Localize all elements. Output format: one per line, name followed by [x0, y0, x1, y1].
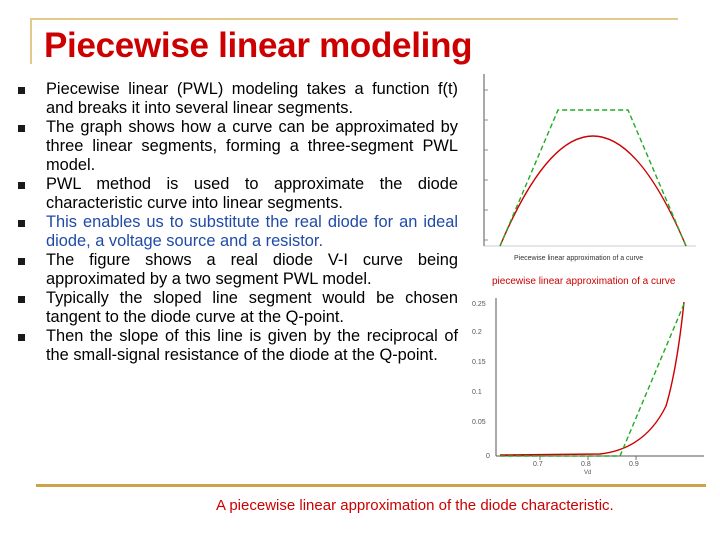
- square-bullet-icon: [18, 220, 25, 227]
- diode-curve: [499, 301, 685, 456]
- figure-caption: piecewise linear approximation of a curv…: [492, 276, 676, 287]
- original-curve: [499, 135, 687, 247]
- decorative-left-rule: [30, 18, 32, 64]
- diode-curve-figure: 0.25 0.2 0.15 0.1 0.05 0 0.7 0.8 0.9 Vd: [472, 298, 704, 474]
- bullet-item: The figure shows a real diode V-I curve …: [18, 251, 458, 289]
- bullet-text: Piecewise linear (PWL) modeling takes a …: [46, 80, 458, 117]
- x-tick-label: 0.8: [581, 461, 591, 468]
- y-tick-label: 0.25: [472, 301, 486, 308]
- x-axis-label: Vd: [584, 470, 591, 474]
- y-axis-ticks: [484, 89, 488, 241]
- slide-title: Piecewise linear modeling: [44, 26, 473, 65]
- bullet-text: PWL method is used to approximate the di…: [46, 175, 458, 212]
- bullet-text: The graph shows how a curve can be appro…: [46, 118, 458, 174]
- pwl-approximation: [499, 109, 687, 247]
- x-tick-label: 0.9: [629, 461, 639, 468]
- x-tick-label: 0.7: [533, 461, 543, 468]
- bullet-item: Piecewise linear (PWL) modeling takes a …: [18, 80, 458, 118]
- y-tick-label: 0.15: [472, 359, 486, 366]
- pwl-diode-approximation: [500, 303, 685, 457]
- diode-figure-caption: A piecewise linear approximation of the …: [216, 497, 614, 514]
- bullet-item: PWL method is used to approximate the di…: [18, 175, 458, 213]
- bullet-text: Typically the sloped line segment would …: [46, 289, 458, 326]
- bullet-text: The figure shows a real diode V-I curve …: [46, 251, 458, 288]
- bullet-item: Then the slope of this line is given by …: [18, 327, 458, 365]
- square-bullet-icon: [18, 182, 25, 189]
- y-tick-label: 0.1: [472, 389, 482, 396]
- decorative-bottom-rule: [36, 484, 706, 487]
- y-tick-label: 0.2: [472, 329, 482, 336]
- bullet-item: The graph shows how a curve can be appro…: [18, 118, 458, 175]
- bullet-text-highlighted: This enables us to substitute the real d…: [46, 213, 458, 250]
- bullet-text: Then the slope of this line is given by …: [46, 327, 458, 364]
- bullet-item: This enables us to substitute the real d…: [18, 213, 458, 251]
- bullet-item: Typically the sloped line segment would …: [18, 289, 458, 327]
- y-tick-label: 0.05: [472, 419, 486, 426]
- square-bullet-icon: [18, 125, 25, 132]
- square-bullet-icon: [18, 87, 25, 94]
- square-bullet-icon: [18, 296, 25, 303]
- decorative-top-rule: [30, 18, 678, 20]
- pwl-curve-figure: Piecewise linear approximation of a curv…: [483, 74, 696, 262]
- square-bullet-icon: [18, 258, 25, 265]
- y-tick-label: 0: [486, 453, 490, 460]
- square-bullet-icon: [18, 334, 25, 341]
- figure-inner-caption: Piecewise linear approximation of a curv…: [514, 255, 643, 262]
- bullet-list: Piecewise linear (PWL) modeling takes a …: [18, 80, 458, 365]
